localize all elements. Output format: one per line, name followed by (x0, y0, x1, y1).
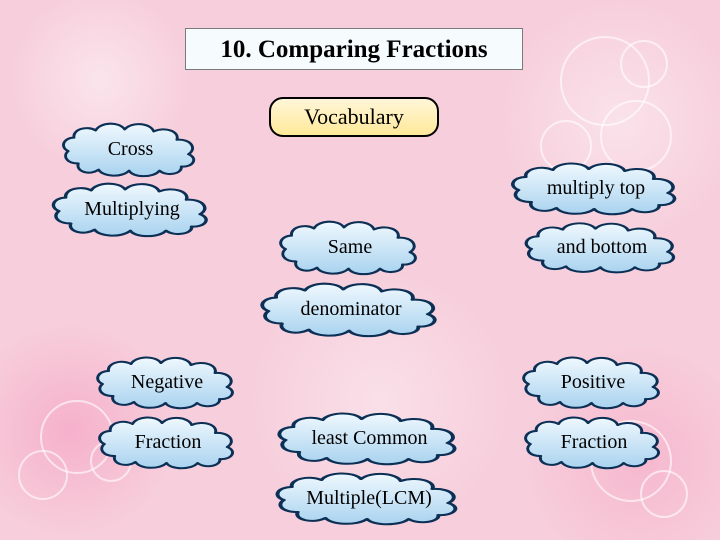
cloud-positive-label: Positive (518, 352, 668, 412)
cloud-lcm1-label: least Common (272, 408, 467, 468)
cloud-lcm2-label: Multiple(LCM) (270, 468, 468, 528)
cloud-fraction-r-label: Fraction (520, 412, 668, 472)
page-title-box: 10. Comparing Fractions (185, 28, 523, 70)
cloud-fraction-l-label: Fraction (94, 412, 242, 472)
cloud-lcm1: least Common (272, 408, 467, 468)
cloud-cross: Cross (58, 118, 203, 180)
decor-ring (620, 40, 668, 88)
page-title: 10. Comparing Fractions (220, 36, 487, 63)
cloud-denominator: denominator (255, 278, 447, 340)
decor-ring (640, 470, 688, 518)
vocabulary-label: Vocabulary (304, 104, 404, 129)
cloud-cross-label: Cross (58, 118, 203, 180)
cloud-same: Same (275, 216, 425, 278)
cloud-fraction-r: Fraction (520, 412, 668, 472)
cloud-lcm2: Multiple(LCM) (270, 468, 468, 528)
cloud-negative-label: Negative (92, 352, 242, 412)
cloud-denominator-label: denominator (255, 278, 447, 340)
cloud-and-bottom: and bottom (520, 218, 684, 276)
cloud-multiply-top-label: multiply top (506, 158, 686, 218)
decor-ring (18, 450, 68, 500)
cloud-negative: Negative (92, 352, 242, 412)
cloud-multiplying-label: Multiplying (47, 178, 217, 240)
vocabulary-box: Vocabulary (269, 97, 439, 137)
cloud-multiplying: Multiplying (47, 178, 217, 240)
cloud-same-label: Same (275, 216, 425, 278)
cloud-and-bottom-label: and bottom (520, 218, 684, 276)
cloud-multiply-top: multiply top (506, 158, 686, 218)
cloud-positive: Positive (518, 352, 668, 412)
cloud-fraction-l: Fraction (94, 412, 242, 472)
